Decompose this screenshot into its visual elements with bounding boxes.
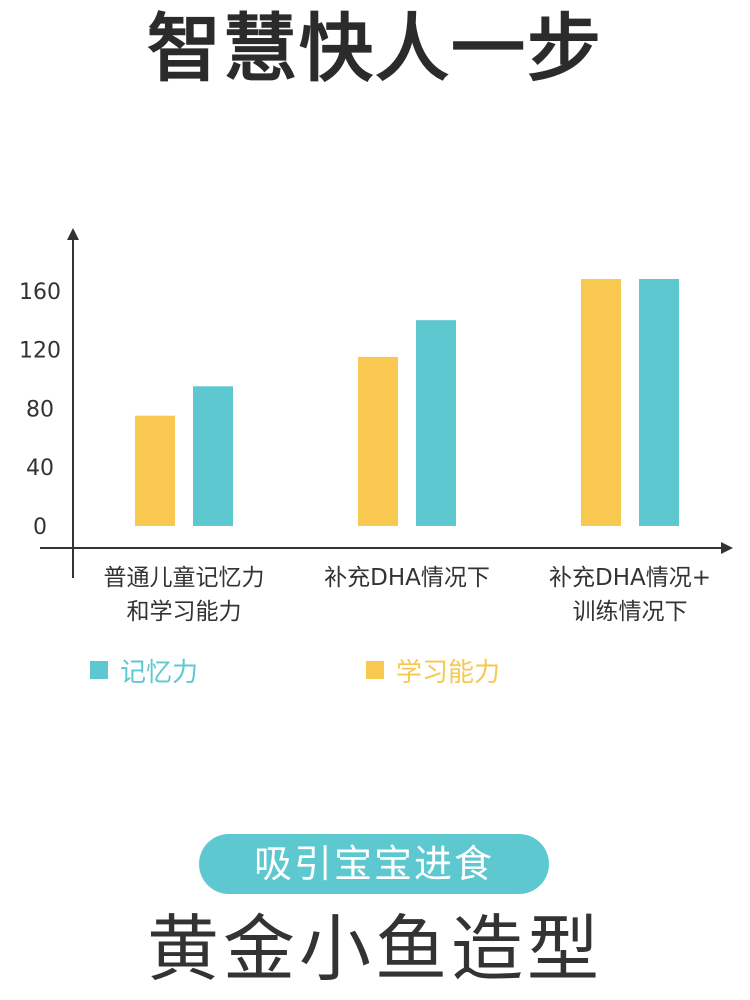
y-tick-label: 0 (33, 515, 47, 540)
bar-memory-1 (416, 320, 456, 526)
legend-label-learning: 学习能力 (396, 657, 501, 688)
x-category-label: 补充DHA情况下 (324, 565, 490, 591)
x-category-label: 普通儿童记忆力 (104, 565, 265, 591)
legend-swatch-learning (366, 661, 384, 679)
bar-memory-2 (639, 278, 679, 526)
legend-swatch-memory (90, 661, 108, 679)
legend-item-memory: 记忆力 (90, 652, 198, 688)
y-tick-label: 40 (26, 456, 54, 481)
y-tick-label: 80 (26, 397, 54, 422)
bar-memory-0 (193, 386, 233, 526)
x-category-label: 训练情况下 (573, 599, 688, 625)
x-category-label: 和学习能力 (127, 599, 242, 625)
y-tick-label: 120 (19, 339, 61, 364)
page-headline: 智慧快人一步 (147, 6, 603, 92)
y-axis-arrow (67, 228, 79, 240)
legend-label-memory: 记忆力 (120, 657, 199, 688)
attract-baby-pill: 吸引宝宝进食 (199, 834, 549, 894)
x-category-label: 补充DHA情况+ (549, 565, 711, 591)
legend-item-learning: 学习能力 (366, 652, 500, 688)
y-tick-label: 160 (19, 280, 61, 305)
bar-learning-0 (135, 415, 175, 526)
bar-learning-1 (358, 356, 398, 526)
x-axis-arrow (721, 542, 733, 554)
golden-fish-subtitle: 黄金小鱼造型 (146, 907, 603, 991)
bar-learning-2 (581, 278, 621, 526)
